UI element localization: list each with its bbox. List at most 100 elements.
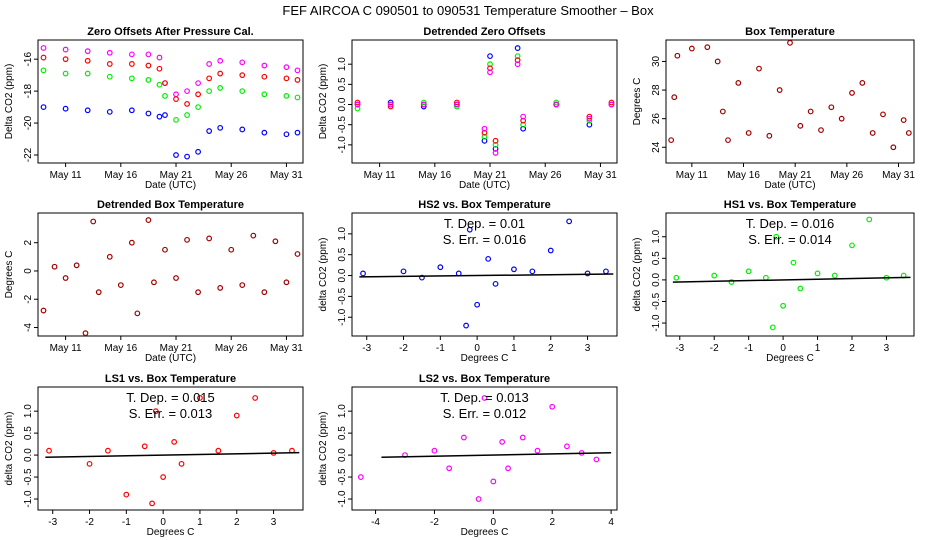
data-point: [831, 272, 838, 279]
data-point: [866, 216, 873, 223]
annotation-serr: S. Err. = 0.013: [129, 406, 212, 421]
annotation-serr: S. Err. = 0.012: [443, 406, 526, 421]
data-point: [217, 85, 224, 91]
data-point: [252, 395, 259, 401]
y-axis-label: delta CO2 (ppm): [632, 238, 643, 312]
x-tick-label: 0: [474, 343, 480, 354]
data-point: [673, 274, 680, 281]
series-ls1: [354, 57, 615, 144]
x-tick-label: May 31: [882, 170, 915, 181]
y-axis-label: Degrees C: [632, 78, 643, 126]
x-tick-label: 0: [160, 517, 166, 528]
data-point: [106, 61, 113, 67]
data-point: [123, 491, 130, 498]
data-point: [239, 59, 246, 66]
data-point: [217, 285, 224, 291]
plot-frame: [351, 212, 618, 337]
data-point: [84, 57, 91, 64]
x-tick-label: -1: [436, 343, 445, 354]
x-tick-label: -2: [710, 343, 719, 354]
y-tick-label: -0.5: [337, 468, 348, 486]
fit-line: [672, 276, 911, 283]
plot-frame: [665, 212, 915, 337]
x-tick-label: -3: [48, 517, 57, 528]
series-temp: [668, 39, 912, 151]
data-point: [593, 456, 600, 463]
data-point: [492, 280, 499, 287]
data-point: [173, 91, 179, 98]
data-point: [900, 117, 907, 123]
data-point: [82, 330, 89, 337]
data-point: [890, 144, 897, 151]
data-point: [566, 218, 573, 225]
x-tick-label: 3: [585, 343, 591, 354]
data-point: [40, 45, 47, 51]
data-point: [162, 93, 168, 99]
data-point: [217, 70, 224, 77]
data-point: [40, 54, 47, 61]
data-point: [173, 275, 179, 281]
data-point: [728, 279, 735, 285]
panel-title: HS1 vs. Box Temperature: [724, 199, 856, 211]
data-point: [233, 412, 240, 419]
data-point: [529, 268, 536, 275]
y-tick-label: 0.5: [651, 251, 662, 265]
data-point: [481, 125, 488, 132]
data-point: [62, 275, 69, 281]
data-point: [294, 94, 301, 101]
fit-line: [359, 273, 614, 278]
data-point: [62, 70, 69, 77]
data-point: [492, 137, 499, 144]
series-temp: [40, 217, 301, 337]
data-point: [128, 239, 135, 246]
data-point: [534, 447, 541, 454]
panel-title: Detrended Zero Offsets: [423, 26, 545, 38]
x-tick-label: 3: [884, 343, 890, 354]
data-point: [162, 112, 168, 118]
data-point: [178, 460, 185, 467]
data-point: [419, 274, 425, 281]
series-ls1: [46, 395, 295, 507]
data-point: [420, 99, 427, 106]
data-point: [511, 266, 517, 273]
data-point: [261, 73, 268, 80]
data-point: [481, 395, 488, 401]
data-point: [283, 93, 290, 99]
x-tick-label: May 26: [215, 343, 248, 354]
data-point: [171, 439, 178, 445]
data-point: [51, 263, 58, 270]
y-tick-label: 0.0: [337, 97, 348, 111]
data-point: [460, 434, 467, 441]
data-point: [357, 474, 364, 480]
data-point: [156, 81, 163, 88]
data-point: [145, 51, 152, 58]
x-tick-label: 2: [549, 517, 555, 528]
data-point: [787, 39, 793, 46]
data-point: [487, 53, 493, 60]
x-tick-label: 1: [511, 343, 517, 354]
data-point: [294, 251, 301, 257]
data-point: [84, 48, 91, 55]
data-point: [40, 67, 47, 74]
panel-p2: Detrended Zero Offsets May 11 May 16 May 21…: [318, 26, 618, 191]
data-point: [215, 447, 222, 454]
data-point: [553, 99, 560, 106]
y-tick-label: -18: [23, 83, 34, 98]
x-tick-label: 0: [491, 517, 497, 528]
x-axis-label: Degrees C: [147, 527, 195, 538]
x-tick-label: -4: [371, 517, 380, 528]
data-point: [437, 264, 444, 271]
data-point: [586, 115, 593, 122]
data-point: [869, 130, 876, 136]
data-point: [294, 77, 301, 83]
data-point: [420, 101, 427, 108]
series-hs1: [354, 53, 615, 148]
x-tick-label: -2: [399, 343, 408, 354]
data-point: [674, 52, 681, 59]
data-point: [195, 104, 202, 110]
data-point: [250, 232, 257, 239]
data-point: [514, 61, 521, 68]
data-point: [520, 113, 527, 120]
data-point: [725, 137, 731, 144]
x-tick-label: -3: [362, 343, 371, 354]
